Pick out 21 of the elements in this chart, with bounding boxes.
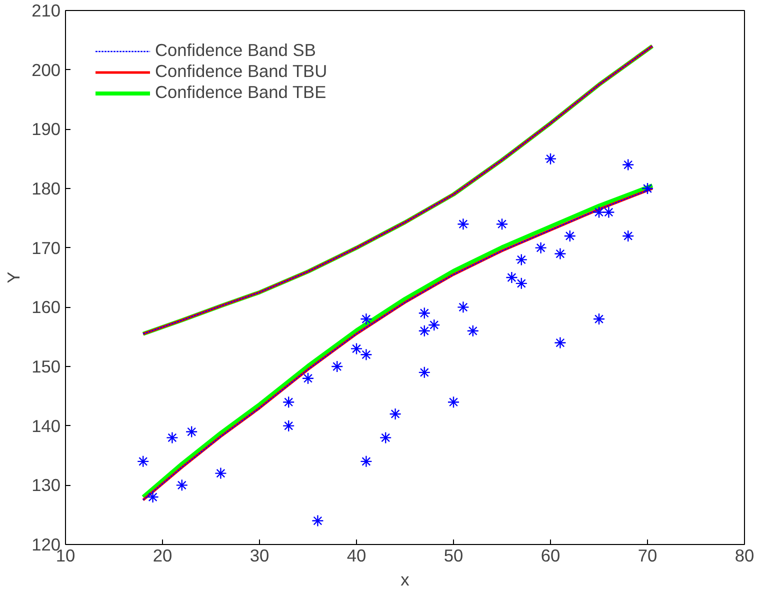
x-tick-label: 70 bbox=[638, 546, 658, 566]
y-tick-label: 150 bbox=[32, 356, 61, 376]
y-tick-label: 190 bbox=[32, 119, 61, 140]
y-tick-label: 140 bbox=[32, 416, 61, 436]
y-tick-label: 210 bbox=[32, 0, 61, 20]
y-axis-title: Y bbox=[4, 271, 24, 284]
x-tick-label: 40 bbox=[346, 546, 366, 566]
legend-label: Confidence Band TBU bbox=[155, 61, 328, 82]
y-tick-label: 160 bbox=[32, 297, 61, 318]
x-tick-label: 30 bbox=[250, 546, 270, 566]
x-tick-label: 80 bbox=[734, 546, 754, 566]
y-tick-label: 130 bbox=[32, 475, 61, 496]
x-tick-label: 60 bbox=[540, 546, 560, 566]
y-tick-label: 170 bbox=[32, 238, 61, 258]
y-tick-label: 180 bbox=[32, 178, 61, 198]
x-axis-title: x bbox=[400, 570, 410, 590]
legend-label: Confidence Band SB bbox=[155, 40, 316, 61]
y-tick-label: 200 bbox=[32, 60, 61, 80]
x-tick-label: 20 bbox=[152, 546, 172, 566]
legend-label: Confidence Band TBE bbox=[155, 82, 326, 103]
x-tick-label: 50 bbox=[444, 546, 464, 566]
